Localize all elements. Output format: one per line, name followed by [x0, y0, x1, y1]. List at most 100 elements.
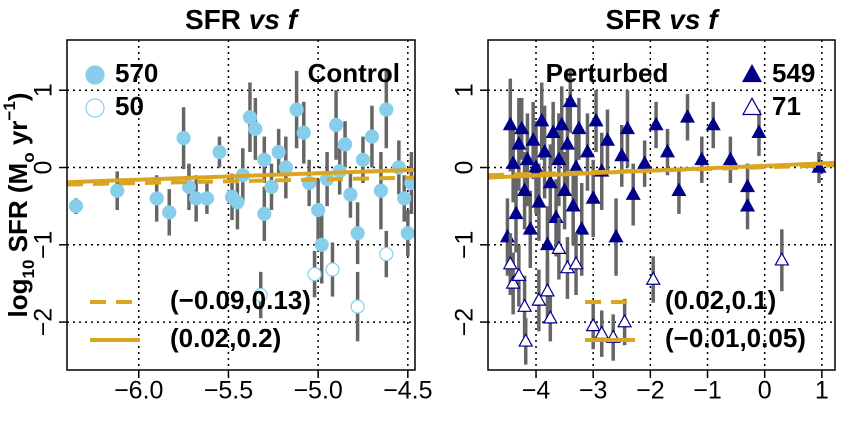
point — [565, 197, 581, 212]
legend-label: (0.02,0.1) — [665, 285, 776, 315]
point — [162, 205, 177, 220]
point — [350, 299, 365, 314]
point — [585, 317, 601, 332]
point — [554, 116, 570, 131]
y-axis-label: log10 SFR (Mo yr−1) — [0, 93, 38, 318]
point — [614, 147, 630, 162]
point — [517, 182, 533, 196]
point — [522, 221, 538, 235]
point — [248, 121, 263, 136]
point — [568, 255, 584, 270]
legend-label: 50 — [115, 91, 144, 121]
point — [502, 255, 518, 270]
x-tick-label: −1 — [693, 377, 722, 405]
point — [740, 178, 756, 193]
point — [559, 136, 575, 150]
point — [314, 237, 329, 252]
annotation: Control — [308, 58, 400, 88]
point — [505, 155, 521, 169]
point — [350, 226, 365, 241]
point — [257, 152, 272, 167]
point — [562, 93, 578, 108]
legend-label: (−0.01,0.05) — [665, 323, 806, 353]
point — [528, 159, 544, 173]
point — [551, 151, 567, 166]
plot-frame — [487, 39, 836, 371]
point — [337, 137, 353, 152]
y-label-part: yr — [3, 121, 33, 153]
point — [230, 195, 245, 210]
point — [637, 155, 653, 169]
y-tick-label: −1 — [451, 231, 479, 260]
x-tick-label: −3 — [579, 377, 608, 405]
point — [379, 102, 394, 117]
title-part: vs f — [241, 4, 300, 35]
x-tick-label: −2 — [636, 377, 665, 405]
point — [311, 202, 326, 218]
plot-area — [67, 70, 415, 342]
point — [679, 109, 696, 123]
panel-title: SFR vs f — [185, 4, 300, 35]
x-tick-label: −4.5 — [383, 377, 432, 405]
point — [608, 228, 624, 243]
point — [537, 143, 553, 158]
point — [328, 117, 344, 133]
point — [659, 143, 676, 158]
x-tick-label: −5.0 — [293, 377, 342, 405]
panel-title: SFR vs f — [605, 4, 720, 35]
point — [373, 183, 389, 198]
point — [774, 252, 790, 266]
point — [511, 267, 527, 281]
point — [531, 292, 547, 306]
y-label-part: ) — [3, 93, 33, 102]
y-tick-label: −2 — [451, 308, 479, 337]
point — [517, 298, 533, 312]
plot-area — [488, 70, 835, 365]
point — [176, 131, 191, 146]
plot-frame — [66, 39, 416, 371]
legend-label: 71 — [772, 91, 801, 121]
x-tick-label: −5.5 — [204, 377, 253, 405]
title-part: SFR — [605, 4, 661, 35]
point — [525, 132, 541, 146]
point — [212, 144, 227, 160]
point — [355, 152, 371, 167]
point — [271, 144, 286, 160]
point — [585, 190, 601, 204]
point — [599, 132, 615, 146]
point — [518, 333, 534, 347]
point — [397, 191, 412, 206]
point — [625, 186, 641, 200]
point — [574, 221, 590, 235]
point — [400, 226, 415, 241]
legend-swatch — [85, 65, 105, 85]
x-tick-label: 1 — [815, 377, 829, 405]
fit-line — [67, 167, 415, 185]
point — [619, 120, 636, 135]
y-label-part: log — [3, 278, 33, 317]
point — [514, 120, 530, 135]
point — [325, 262, 340, 277]
x-tick-label: −4 — [522, 377, 551, 405]
point — [539, 236, 555, 251]
y-label-part: −1 — [0, 101, 19, 120]
legend-label: (−0.09,0.13) — [170, 285, 311, 315]
point — [571, 120, 587, 135]
y-label-part: o — [19, 152, 38, 162]
point — [542, 309, 558, 324]
point — [568, 159, 584, 173]
point — [242, 110, 258, 125]
point — [694, 151, 710, 166]
point — [511, 136, 527, 150]
legend-swatch — [741, 97, 763, 116]
x-tick-label: 0 — [758, 377, 772, 405]
x-tick-label: −6.0 — [114, 377, 163, 405]
legend-swatch — [85, 98, 105, 118]
fit-line — [488, 160, 835, 180]
point — [364, 129, 380, 144]
title-part: SFR — [185, 4, 241, 35]
point — [149, 191, 164, 206]
point — [278, 160, 293, 175]
point — [671, 182, 687, 196]
